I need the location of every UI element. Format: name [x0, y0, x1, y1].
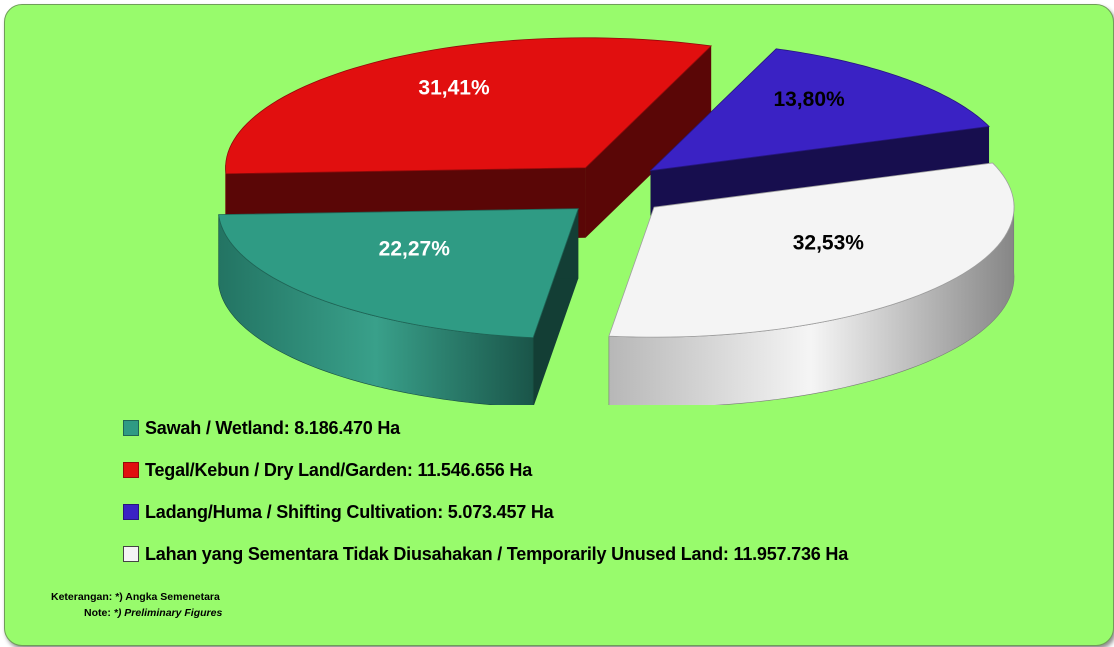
legend-swatch-dry-land: [123, 462, 139, 478]
pie-slice-wall: [585, 45, 712, 238]
footnote-note-label: Note:: [84, 607, 111, 619]
legend-label-unused-land: Lahan yang Sementara Tidak Diusahakan / …: [145, 543, 849, 564]
footnote-note-text: *) Preliminary Figures: [113, 607, 223, 619]
footnote: Keterangan: *) Angka Semenetara Note: *)…: [51, 589, 222, 621]
legend: Sawah / Wetland: 8.186.470 Ha Tegal/Kebu…: [123, 407, 848, 575]
footnote-keterangan-text: *) Angka Semenetara: [115, 591, 220, 603]
legend-item-shifting-cultivation: Ladang/Huma / Shifting Cultivation: 5.07…: [123, 491, 848, 533]
pie-slice-0: 22,27%: [218, 208, 579, 405]
legend-swatch-wetland: [123, 420, 139, 436]
legend-swatch-shifting-cultivation: [123, 504, 139, 520]
pie-slice-percent-label: 31,41%: [418, 77, 490, 100]
pie-slice-top: [608, 162, 1015, 338]
pie-slice-percent-label: 13,80%: [773, 88, 845, 111]
pie-slice-top: [225, 37, 713, 175]
legend-label-wetland: Sawah / Wetland: 8.186.470 Ha: [145, 417, 400, 438]
legend-label-shifting-cultivation: Ladang/Huma / Shifting Cultivation: 5.07…: [145, 501, 554, 522]
footnote-keterangan-label: Keterangan:: [51, 591, 113, 603]
legend-item-dry-land: Tegal/Kebun / Dry Land/Garden: 11.546.65…: [123, 449, 848, 491]
legend-item-unused-land: Lahan yang Sementara Tidak Diusahakan / …: [123, 533, 848, 575]
legend-swatch-unused-land: [123, 546, 139, 562]
pie-slice-top: [649, 48, 990, 172]
legend-item-wetland: Sawah / Wetland: 8.186.470 Ha: [123, 407, 848, 449]
footnote-line-2: Note: *) Preliminary Figures: [51, 605, 222, 621]
pie-slice-percent-label: 32,53%: [793, 232, 865, 255]
pie-slice-3: 32,53%: [608, 162, 1015, 405]
pie-chart: 31,41% 13,80% 32,53% 22,27%: [218, 37, 1015, 405]
pie-slice-percent-label: 22,27%: [379, 237, 451, 260]
chart-panel: 31,41% 13,80% 32,53% 22,27% Sawah / Wetland…: [4, 4, 1114, 646]
footnote-line-1: Keterangan: *) Angka Semenetara: [51, 589, 222, 605]
legend-label-dry-land: Tegal/Kebun / Dry Land/Garden: 11.546.65…: [145, 459, 533, 480]
pie-slice-top: [218, 208, 579, 339]
